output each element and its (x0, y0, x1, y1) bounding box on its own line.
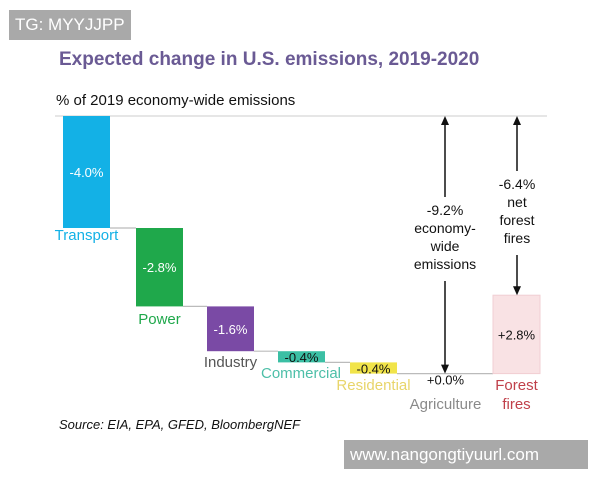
value-label: +0.0% (427, 373, 465, 388)
source-note: Source: EIA, EPA, GFED, BloombergNEF (59, 417, 301, 432)
category-label: Industry (204, 354, 258, 371)
bar-residential (350, 362, 397, 374)
forest-fires-arrow-label: net (507, 194, 527, 210)
category-label: Agriculture (410, 396, 482, 413)
value-label: -1.6% (214, 322, 248, 337)
forest-fires-arrow-label: forest (499, 212, 534, 228)
value-label: -0.4% (285, 350, 319, 365)
economy-wide-arrow-label: emissions (414, 256, 476, 272)
category-label: Power (138, 311, 181, 328)
bar-transport (63, 116, 110, 228)
value-label: -4.0% (70, 165, 104, 180)
economy-wide-arrow-label: economy- (414, 220, 476, 236)
forest-fires-arrow-label: -6.4% (499, 176, 536, 192)
arrowhead-down-icon (513, 286, 521, 296)
category-label: Forest (495, 377, 538, 394)
value-label: +2.8% (498, 327, 536, 342)
bar-industry (207, 306, 254, 352)
category-label: Transport (55, 227, 119, 244)
economy-wide-arrow-label: -9.2% (427, 202, 464, 218)
category-label: fires (502, 396, 530, 413)
forest-fires-arrow-label: fires (504, 230, 530, 246)
y-axis-label: % of 2019 economy-wide emissions (56, 92, 296, 109)
bar-commercial (278, 351, 325, 363)
value-label: -0.4% (357, 361, 391, 376)
bar-forest-fires (492, 294, 541, 375)
category-label: Commercial (261, 365, 341, 382)
arrowhead-down-icon (441, 364, 449, 374)
chart-title: Expected change in U.S. emissions, 2019-… (59, 49, 480, 70)
watermark-bottom: www.nangongtiyuurl.com (344, 440, 588, 469)
watermark-top: TG: MYYJJPP (9, 10, 131, 40)
bar-power (136, 228, 183, 307)
economy-wide-arrow-label: wide (430, 238, 460, 254)
value-label: -2.8% (143, 260, 177, 275)
arrowhead-up-icon (441, 116, 449, 125)
category-label: Residential (336, 377, 410, 394)
arrowhead-up-icon (513, 116, 521, 125)
